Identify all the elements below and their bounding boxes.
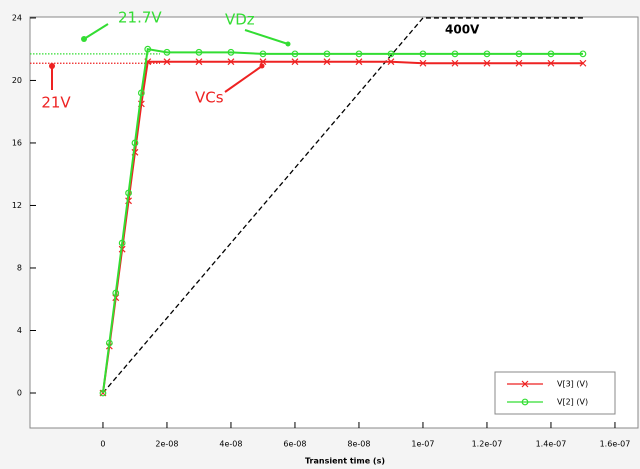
marker [195,48,203,56]
marker [515,50,523,58]
y-tick-label: 24 [12,13,22,22]
annotation-arrow [224,65,263,93]
y-tick-label: 20 [12,76,22,85]
annotation-arrow [83,23,109,40]
marker [137,89,145,97]
marker [451,59,459,67]
legend-box [494,371,616,415]
marker [125,189,132,197]
x-tick-label: 1e-07 [411,440,434,449]
marker [579,50,587,58]
marker [259,50,267,58]
x-tick-label: 0 [100,440,105,449]
marker [227,48,235,56]
plot-area [29,16,639,429]
x-tick-label: 6e-08 [283,440,306,449]
annotation-label: VCs [195,89,224,107]
marker [131,139,139,147]
marker [387,50,395,58]
marker [291,58,299,66]
annotation-label: 21.7V [118,9,162,27]
x-tick-label: 8e-08 [347,440,370,449]
marker [483,59,491,67]
marker [227,58,235,66]
arrow-head [81,36,87,42]
y-tick-label: 0 [17,388,22,397]
marker [579,59,587,67]
marker [99,389,107,397]
ramp-label: 400V [445,23,480,37]
marker [387,58,395,66]
legend-label: V[3] (V) [557,380,588,389]
marker [259,58,267,66]
marker [195,58,203,66]
marker [163,58,171,66]
marker [547,59,555,67]
annotation-label: 21V [41,94,71,112]
marker [451,50,459,58]
legend-label: V[2] (V) [557,398,588,407]
marker [355,50,363,58]
marker [521,398,529,406]
x-tick-label: 1.6e-07 [600,440,631,449]
x-axis-label: Transient time (s) [305,457,385,466]
y-tick-label: 12 [12,201,22,210]
y-tick-label: 16 [12,138,22,147]
marker [112,289,120,297]
marker [419,50,427,58]
marker [515,59,523,67]
marker [163,48,171,56]
marker [144,45,152,53]
series-line [101,48,583,394]
marker [105,339,113,347]
arrow-head [49,63,55,69]
x-tick-label: 1.2e-07 [472,440,503,449]
annotation-label: VDz [225,11,255,29]
marker [323,58,331,66]
arrow-head [259,63,265,69]
marker [355,58,363,66]
arrow-head [285,41,291,47]
marker [118,239,126,247]
x-tick-label: 1.4e-07 [536,440,567,449]
x-tick-label: 2e-08 [155,440,178,449]
marker [521,380,529,388]
y-tick-label: 8 [17,263,22,272]
y-tick-label: 4 [17,326,22,335]
x-tick-label: 4e-08 [219,440,242,449]
marker [547,50,555,58]
ramp-line [102,17,583,394]
marker [323,50,331,58]
marker [483,50,491,58]
marker [291,50,299,58]
annotation-arrow [244,29,289,45]
marker [419,59,427,67]
